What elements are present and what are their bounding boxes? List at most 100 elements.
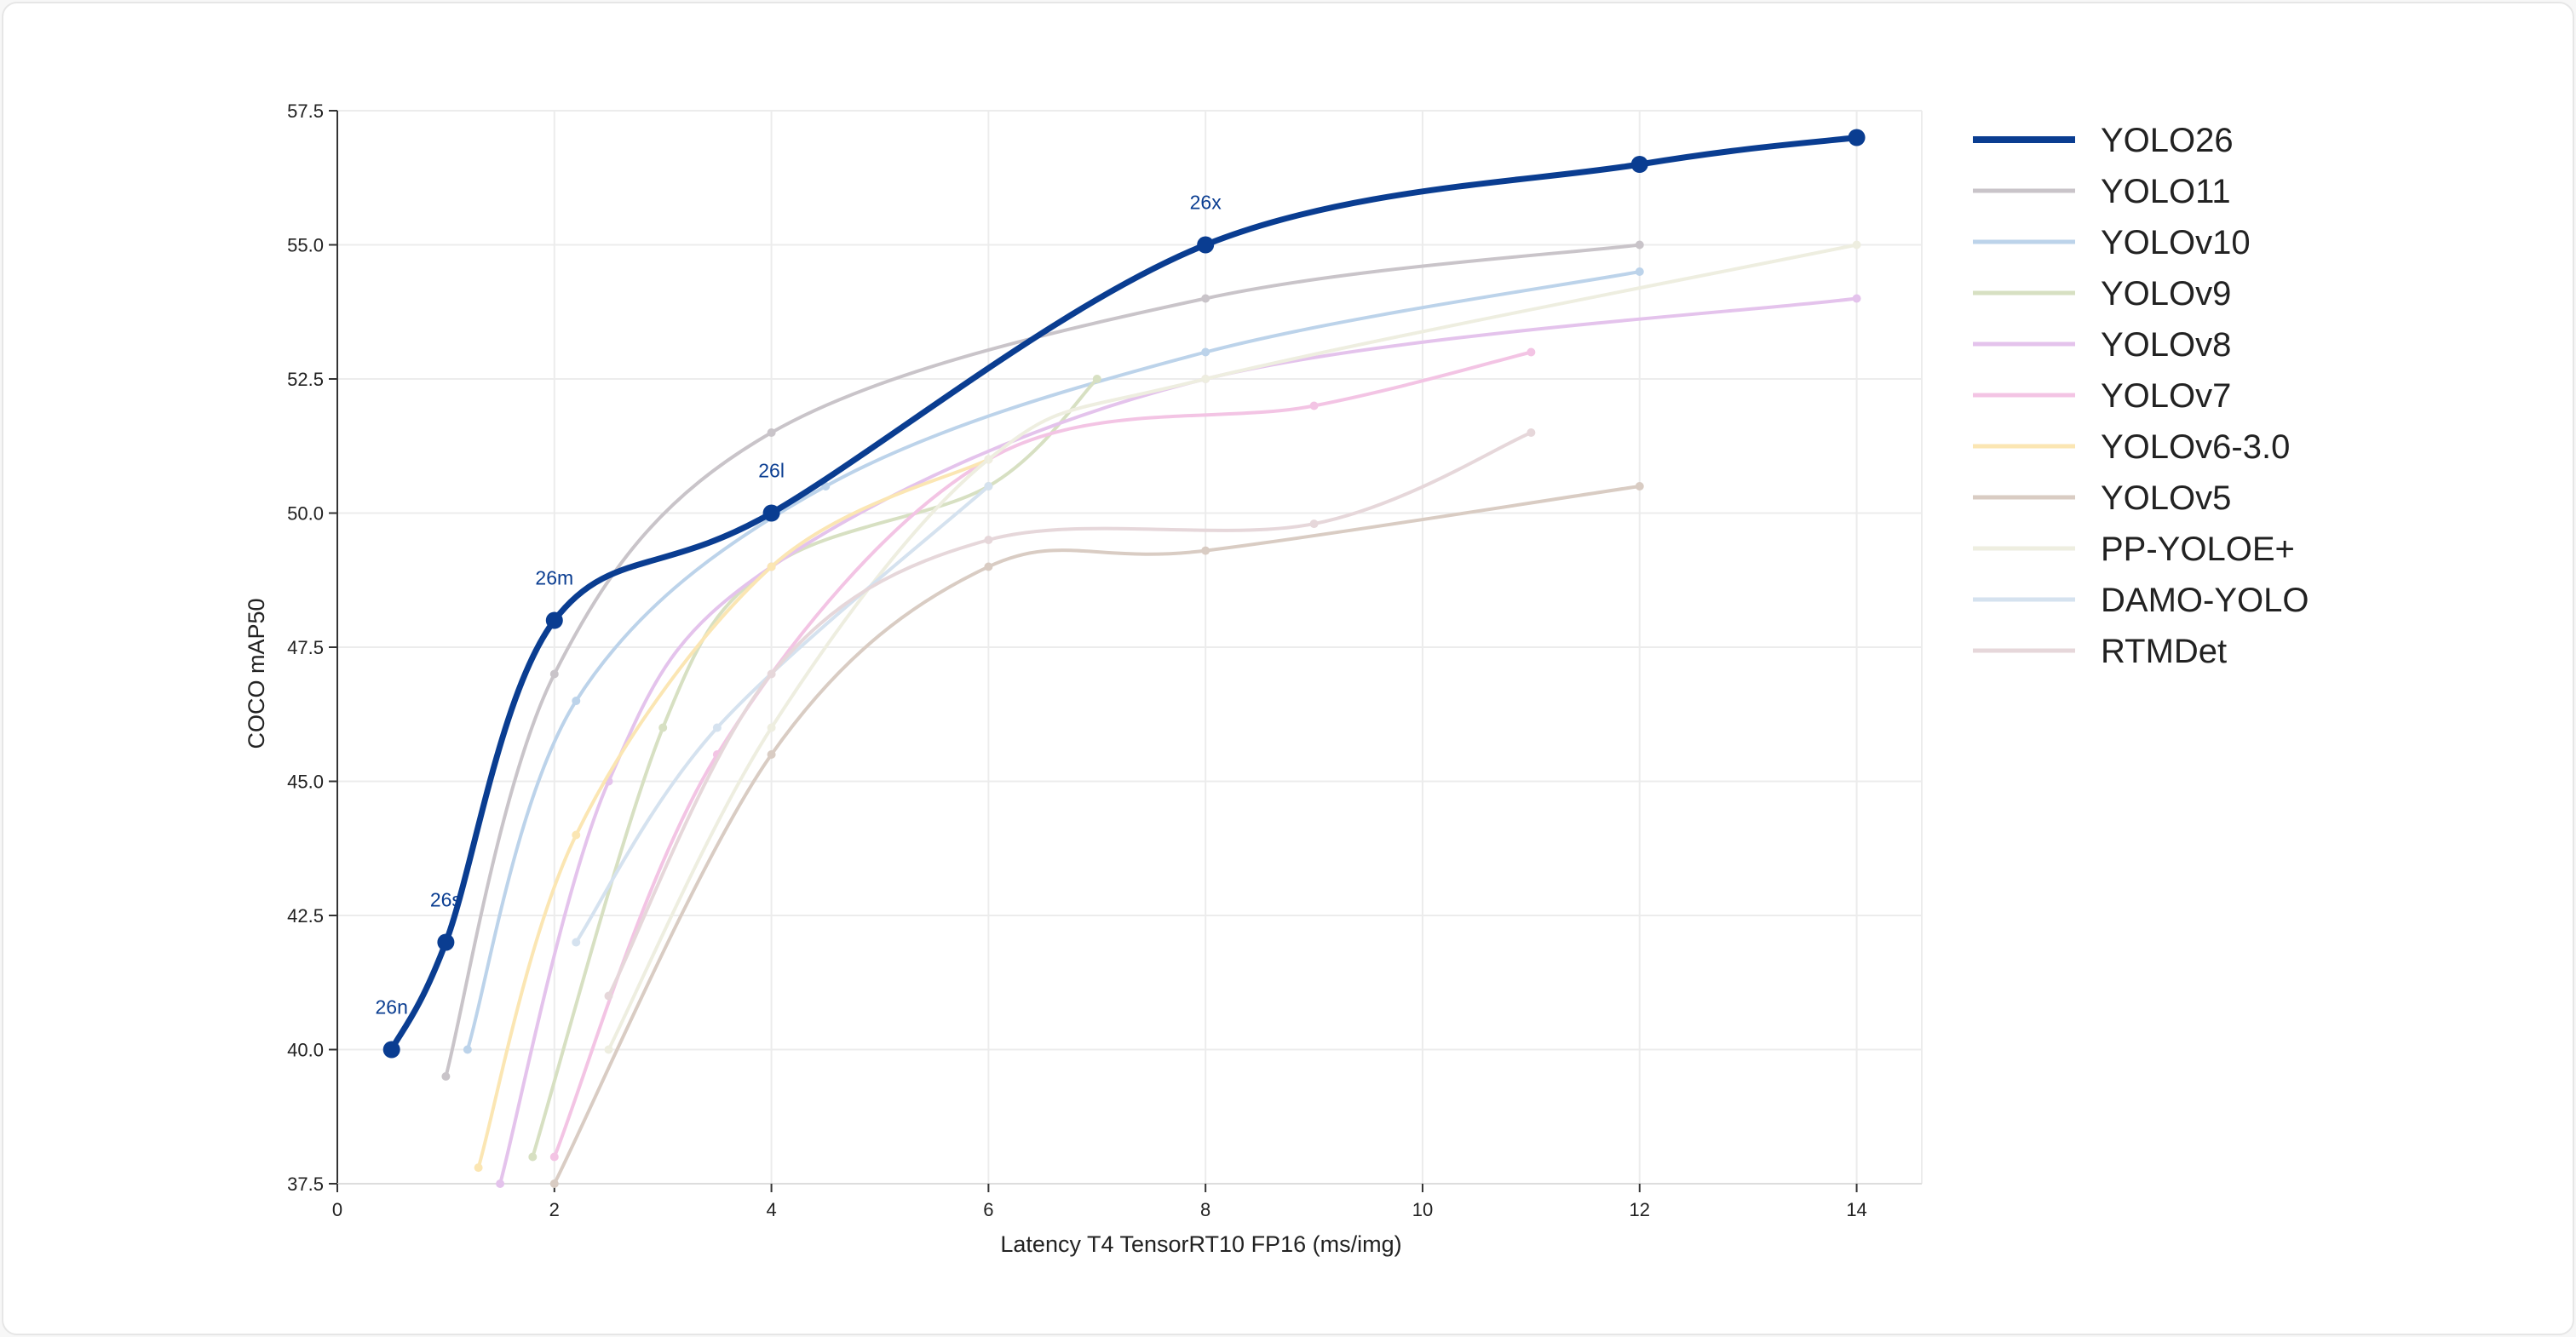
series-line-yolov10 <box>465 270 1642 1052</box>
point-label: 26s <box>430 889 462 911</box>
x-tick-label: 4 <box>766 1199 776 1220</box>
data-point-yolov10 <box>1635 267 1644 276</box>
series-yolov8 <box>496 294 1861 1188</box>
series-damo-yolo <box>572 482 993 947</box>
data-point-pp-yoloe <box>1852 240 1861 250</box>
data-point-yolov5 <box>1201 546 1210 555</box>
series-line-yolo11 <box>444 243 1642 1078</box>
legend-item-yolov10: YOLOv10 <box>1973 224 2251 261</box>
legend-item-yolo26: YOLO26 <box>1973 122 2234 159</box>
series-line-yolov6-3-0 <box>476 457 991 1170</box>
legend-label: YOLO26 <box>2101 122 2234 159</box>
axes: 37.5 40.0 42.5 45.0 47.5 50.0 52.5 55.0 57.5 0 2 4 6… <box>287 100 1922 1220</box>
data-point-damo-yolo <box>572 938 581 947</box>
data-point-yolov6-3-0 <box>572 830 581 840</box>
legend-label: PP-YOLOE+ <box>2101 531 2295 568</box>
legend-label: YOLO11 <box>2101 173 2231 210</box>
x-tick-label: 0 <box>332 1199 342 1220</box>
legend-label: YOLOv9 <box>2101 275 2231 313</box>
data-point-yolo11 <box>1635 240 1644 250</box>
legend-item-yolov9: YOLOv9 <box>1973 275 2231 313</box>
data-point-rtmdet <box>604 991 613 1001</box>
data-point-yolov10 <box>463 1045 472 1054</box>
grid <box>337 110 1923 1184</box>
y-tick-label: 40.0 <box>287 1040 324 1061</box>
series-rtmdet <box>604 428 1536 1001</box>
point-label: 26x <box>1190 192 1222 214</box>
data-point-damo-yolo <box>712 723 722 732</box>
y-tick-label: 47.5 <box>287 637 324 658</box>
x-tick-label: 8 <box>1200 1199 1210 1220</box>
data-point-pp-yoloe <box>604 1045 613 1054</box>
legend-label: YOLOv7 <box>2101 377 2231 415</box>
data-point-yolov10 <box>1201 347 1210 357</box>
data-point-rtmdet <box>984 536 993 544</box>
series-line-damo-yolo <box>574 485 991 944</box>
chart-svg: 37.5 40.0 42.5 45.0 47.5 50.0 52.5 55.0 57.5 0 2 4 6… <box>244 100 2309 1257</box>
x-tick-label: 10 <box>1412 1199 1433 1220</box>
data-point-yolo26 <box>545 611 563 629</box>
point-labels: 26n 26s 26m 26l 26x <box>376 192 1222 1019</box>
data-point-yolov5 <box>984 562 993 571</box>
data-point-yolo26 <box>1197 236 1215 254</box>
data-point-yolov7 <box>1309 401 1319 410</box>
data-point-rtmdet <box>1309 519 1319 529</box>
x-tick-label: 12 <box>1630 1199 1650 1220</box>
data-point-yolo26 <box>1848 129 1866 146</box>
data-point-yolo11 <box>767 428 776 437</box>
data-point-yolov9 <box>658 723 668 732</box>
data-point-yolov8 <box>496 1179 505 1188</box>
x-axis-title: Latency T4 TensorRT10 FP16 (ms/img) <box>1000 1231 1401 1257</box>
data-point-yolo26 <box>762 504 780 522</box>
series-yolov5 <box>549 482 1644 1188</box>
series-yolo26 <box>382 129 1866 1059</box>
data-point-yolo11 <box>441 1072 451 1081</box>
data-point-yolov6-3-0 <box>767 562 776 571</box>
data-point-yolov7 <box>549 1152 559 1162</box>
data-point-pp-yoloe <box>767 723 776 732</box>
y-tick-label: 52.5 <box>287 369 324 390</box>
series-yolov10 <box>463 267 1644 1054</box>
data-point-yolov9 <box>1092 375 1101 383</box>
series <box>382 129 1866 1188</box>
data-point-yolov5 <box>549 1179 559 1188</box>
series-yolov7 <box>549 347 1536 1162</box>
legend-label: YOLOv8 <box>2101 326 2231 364</box>
data-point-yolo11 <box>549 669 559 679</box>
series-pp-yoloe <box>604 240 1861 1054</box>
data-point-yolov9 <box>528 1152 538 1162</box>
point-label: 26n <box>376 996 408 1019</box>
data-point-rtmdet <box>767 669 776 679</box>
y-tick-label: 37.5 <box>287 1173 324 1195</box>
series-line-yolov9 <box>531 377 1099 1159</box>
y-tick-label: 42.5 <box>287 905 324 927</box>
legend-label: YOLOv6-3.0 <box>2101 428 2290 466</box>
data-point-yolo11 <box>1201 294 1210 303</box>
point-label: 26m <box>535 567 573 589</box>
data-point-yolov8 <box>1852 294 1861 303</box>
data-point-yolov5 <box>1635 482 1644 491</box>
data-point-pp-yoloe <box>984 455 993 464</box>
legend-label: YOLOv5 <box>2101 479 2231 517</box>
data-point-rtmdet <box>1527 428 1536 437</box>
legend-label: RTMDet <box>2101 633 2227 670</box>
series-line-yolov8 <box>498 296 1859 1185</box>
data-point-yolo26 <box>437 933 455 951</box>
data-point-yolov10 <box>572 697 581 705</box>
data-point-pp-yoloe <box>1201 375 1210 383</box>
series-line-rtmdet <box>607 431 1533 998</box>
x-tick-label: 14 <box>1846 1199 1866 1220</box>
legend-item-yolov8: YOLOv8 <box>1973 326 2231 364</box>
y-tick-label: 55.0 <box>287 235 324 256</box>
y-tick-label: 45.0 <box>287 772 324 793</box>
data-point-yolov7 <box>1527 347 1536 357</box>
series-line-pp-yoloe <box>607 243 1859 1052</box>
legend-item-pp-yoloe: PP-YOLOE+ <box>1973 531 2295 568</box>
legend-item-yolo11: YOLO11 <box>1973 173 2231 210</box>
legend-item-yolov7: YOLOv7 <box>1973 377 2231 415</box>
point-label: 26l <box>758 460 785 482</box>
legend-item-yolov5: YOLOv5 <box>1973 479 2231 517</box>
data-point-yolov5 <box>767 750 776 759</box>
series-yolo11 <box>441 240 1644 1081</box>
